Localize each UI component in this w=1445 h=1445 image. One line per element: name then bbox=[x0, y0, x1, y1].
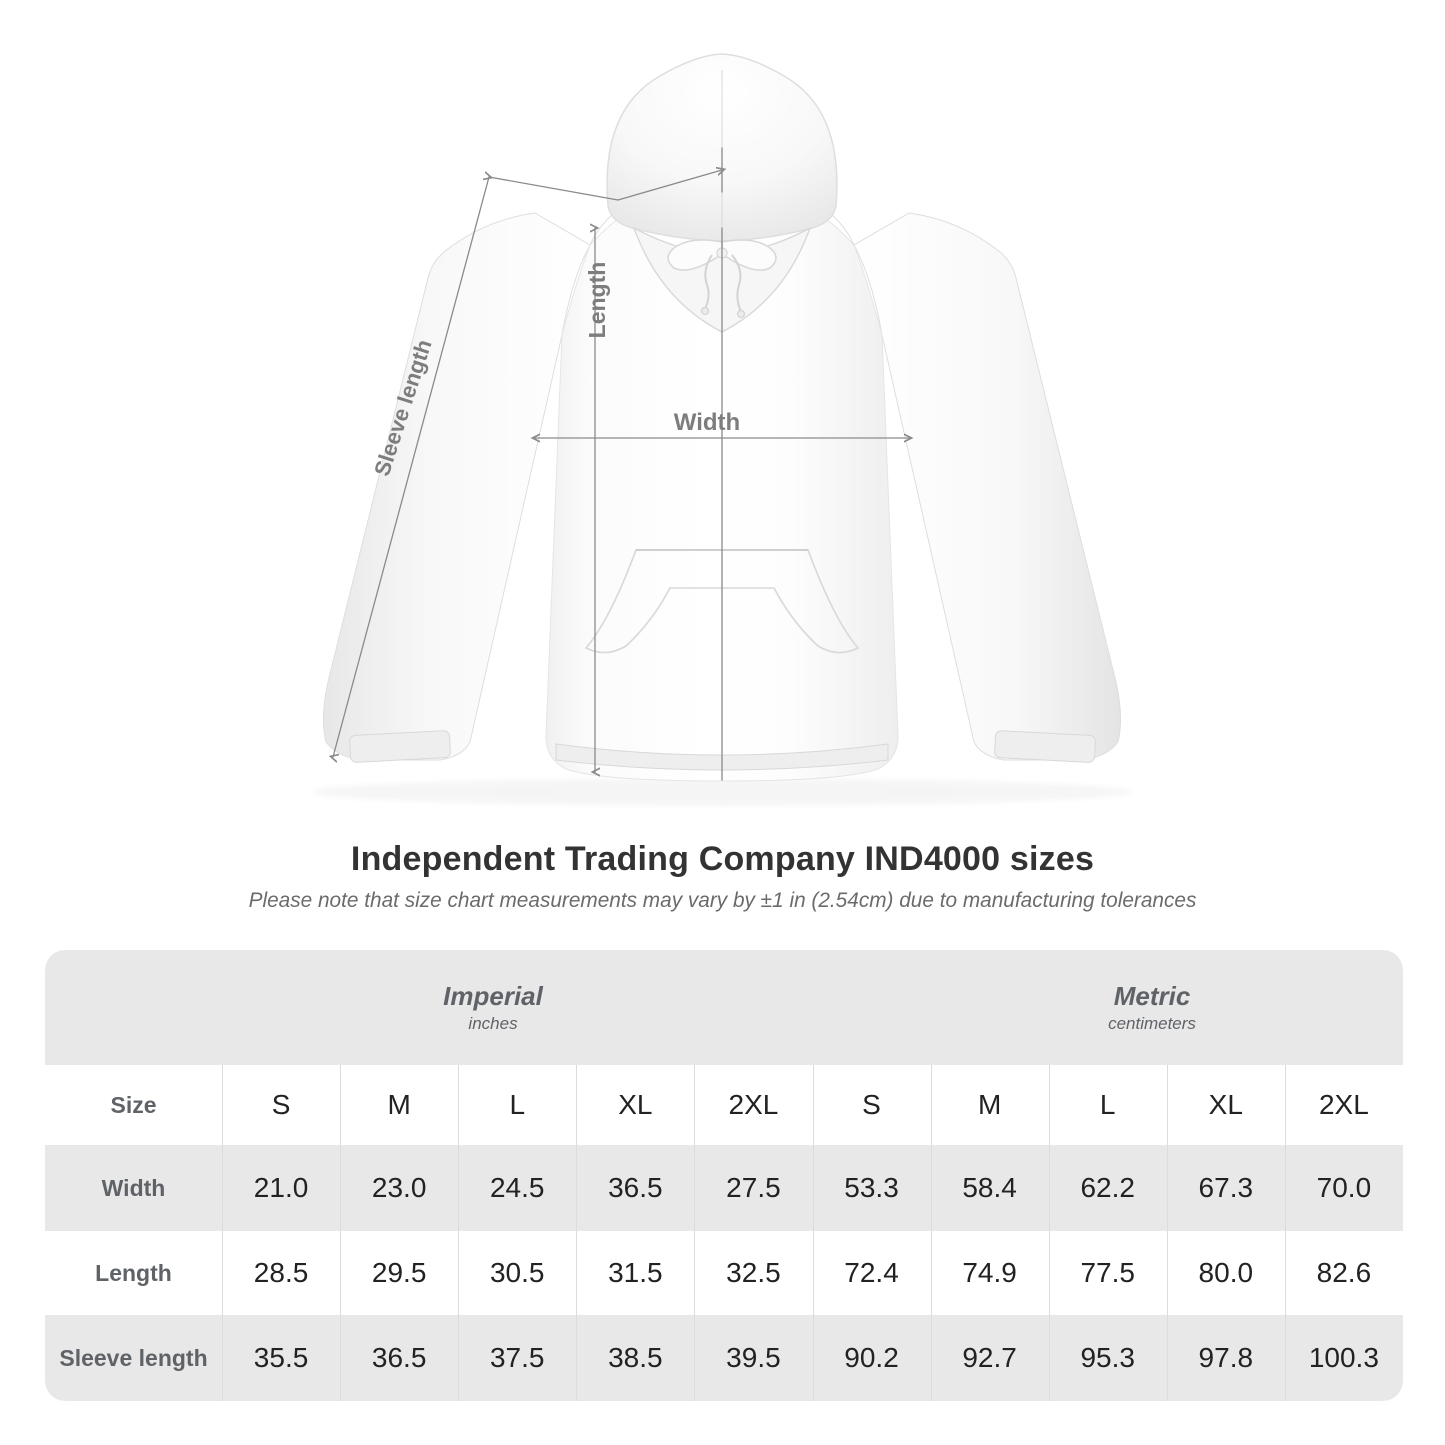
svg-text:Width: Width bbox=[674, 409, 740, 436]
svg-text:Length: Length bbox=[584, 262, 610, 339]
